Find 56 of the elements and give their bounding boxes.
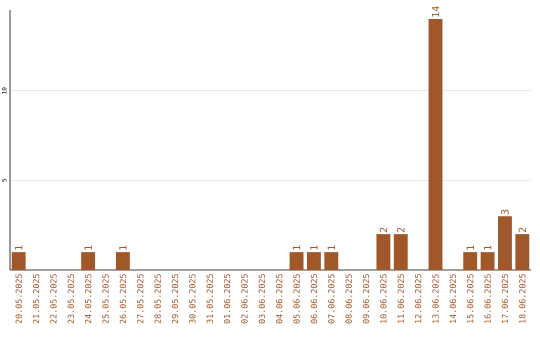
x-tick-label: 03.06.2025	[258, 274, 265, 324]
x-tick-label: 31.05.2025	[206, 274, 213, 324]
x-tick-label: 09.06.2025	[362, 274, 370, 324]
bar	[324, 252, 338, 270]
x-tick-label: 30.05.2025	[189, 274, 196, 324]
data-label: 1	[292, 246, 300, 250]
bar	[116, 252, 130, 270]
bar	[290, 252, 304, 270]
data-label: 1	[484, 246, 492, 250]
x-tick-label: 14.06.2025	[450, 274, 456, 323]
data-label: 1	[328, 246, 335, 250]
bar	[498, 216, 512, 270]
x-tick-label: 29.05.2025	[172, 274, 178, 324]
bar	[515, 234, 530, 270]
bar	[81, 252, 96, 270]
bar	[480, 252, 495, 270]
x-tick-label: 06.06.2025	[310, 274, 318, 324]
data-label: 2	[518, 228, 526, 232]
x-tick-label: 07.06.2025	[328, 274, 334, 324]
data-label: 3	[501, 210, 509, 214]
data-label: 2	[380, 228, 388, 232]
data-label: 1	[84, 246, 92, 250]
x-tick-label: 10.06.2025	[380, 274, 387, 323]
x-tick-label: 11.06.2025	[398, 274, 404, 323]
bar	[428, 18, 442, 270]
x-tick-label: 08.06.2025	[345, 274, 352, 324]
x-tick-label: 20.05.2025	[16, 274, 22, 324]
x-tick-label: 28.05.2025	[154, 274, 161, 324]
data-label: 14	[432, 6, 440, 17]
x-tick-label: 21.05.2025	[32, 274, 40, 324]
data-label: 1	[119, 246, 127, 250]
x-tick-label: 05.06.2025	[293, 274, 300, 324]
bar	[394, 234, 408, 270]
x-tick-label: 04.06.2025	[276, 274, 282, 324]
bar	[12, 252, 26, 270]
bar	[306, 252, 321, 270]
data-label: 1	[466, 246, 474, 250]
x-tick-label: 27.05.2025	[137, 274, 144, 324]
x-tick-label: 12.06.2025	[414, 274, 422, 323]
x-tick-label: 26.05.2025	[120, 274, 126, 324]
bar	[463, 252, 478, 270]
data-label: 2	[397, 228, 404, 232]
x-tick-label: 01.06.2025	[224, 274, 230, 324]
x-tick-label: 25.05.2025	[102, 274, 109, 324]
x-tick-label: 23.05.2025	[68, 274, 74, 324]
x-tick-label: 13.06.2025	[432, 274, 439, 323]
data-label: 1	[310, 246, 318, 250]
data-label: 1	[15, 246, 22, 250]
x-tick-label: 16.06.2025	[484, 274, 491, 323]
x-tick-label: 15.06.2025	[467, 274, 474, 323]
x-tick-label: 18.06.2025	[519, 274, 526, 323]
x-tick-label: 02.06.2025	[241, 274, 248, 324]
x-tick-label: 17.06.2025	[502, 274, 508, 323]
bar	[376, 234, 390, 270]
x-tick-label: 24.05.2025	[84, 274, 92, 324]
x-tick-label: 22.05.2025	[50, 274, 57, 324]
